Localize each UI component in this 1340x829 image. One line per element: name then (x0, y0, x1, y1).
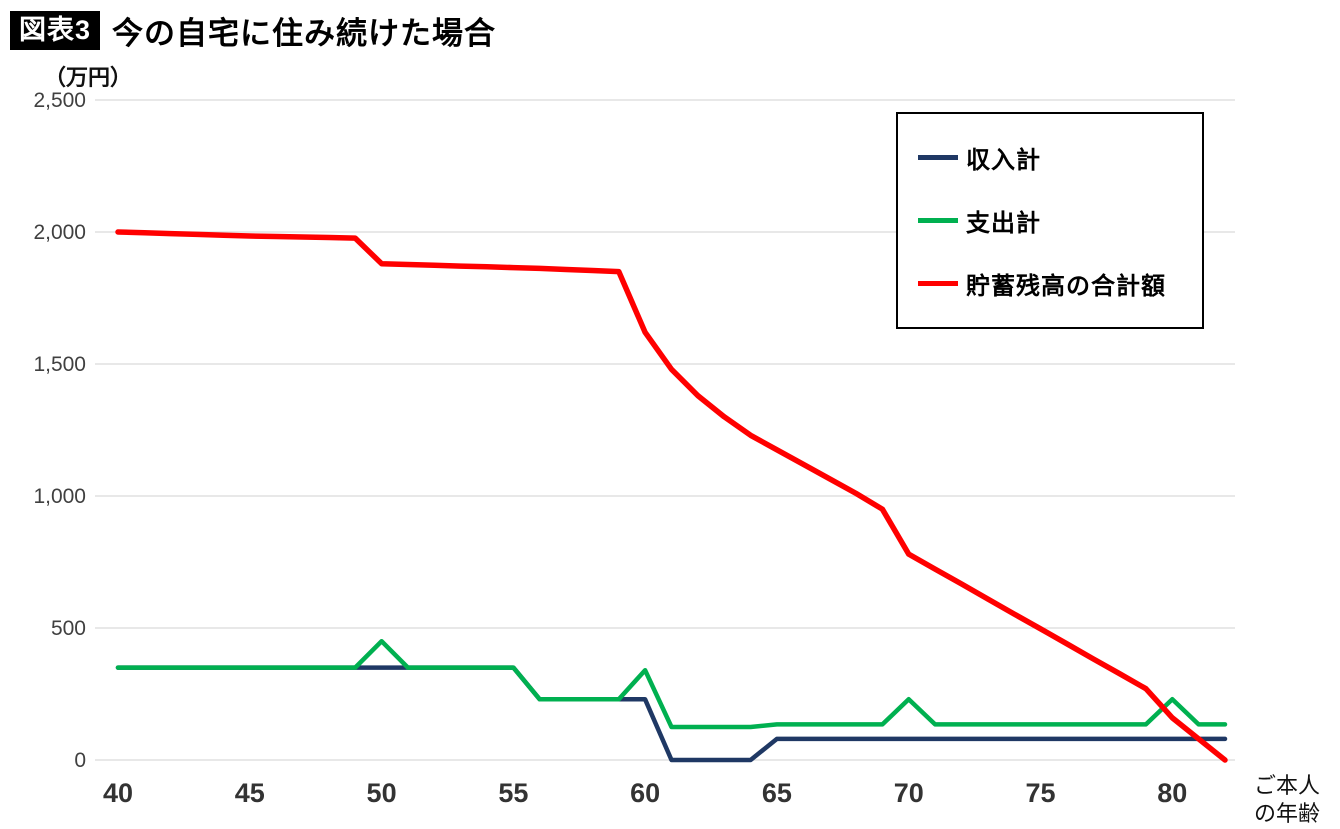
x-axis-label: ご本人 の年齢 (1254, 772, 1320, 827)
y-tick-label-2500: 2,500 (33, 89, 86, 112)
savings-line (115, 229, 1228, 763)
legend-label-savings: 貯蓄残高の合計額 (966, 273, 1166, 300)
legend-swatch-savings-line (918, 281, 958, 286)
legend-swatch-income-line (918, 155, 958, 160)
expenditure-line (115, 638, 1228, 730)
x-tick-label-80: 80 (1157, 778, 1187, 808)
x-tick-label-45: 45 (235, 778, 265, 808)
x-axis-label-line1: ご本人 (1254, 773, 1321, 798)
figure-badge: 図表3 (10, 11, 101, 50)
y-tick-label-1000: 1,000 (33, 485, 86, 508)
y-axis-unit-label: （万円） (44, 65, 133, 90)
chart-header: 図表3 今の自宅に住み続けた場合 (10, 8, 496, 53)
x-tick-label-55: 55 (498, 778, 528, 808)
chart-title: 今の自宅に住み続けた場合 (112, 16, 497, 51)
x-tick-label-70: 70 (894, 778, 924, 808)
y-tick-label-0: 0 (74, 749, 86, 772)
x-tick-label-65: 65 (762, 778, 792, 808)
legend-item-savings: 貯蓄残高の合計額 (898, 252, 1202, 315)
legend-item-income: 収入計 (898, 126, 1202, 189)
y-tick-label-500: 500 (51, 617, 86, 640)
y-tick-label-1500: 1,500 (33, 353, 86, 376)
chart-legend: 収入計 支出計 貯蓄残高の合計額 (896, 112, 1204, 329)
legend-label-income: 収入計 (966, 147, 1041, 174)
legend-label-expenditure: 支出計 (966, 210, 1041, 237)
x-tick-label-40: 40 (103, 778, 133, 808)
x-tick-label-50: 50 (367, 778, 397, 808)
y-tick-label-2000: 2,000 (33, 221, 86, 244)
x-axis-label-line2: の年齢 (1254, 800, 1321, 826)
x-tick-label-60: 60 (630, 778, 660, 808)
income-line (115, 665, 1228, 763)
legend-swatch-expenditure-line (918, 218, 958, 223)
x-tick-label-75: 75 (1025, 778, 1055, 808)
legend-item-expenditure: 支出計 (898, 189, 1202, 252)
